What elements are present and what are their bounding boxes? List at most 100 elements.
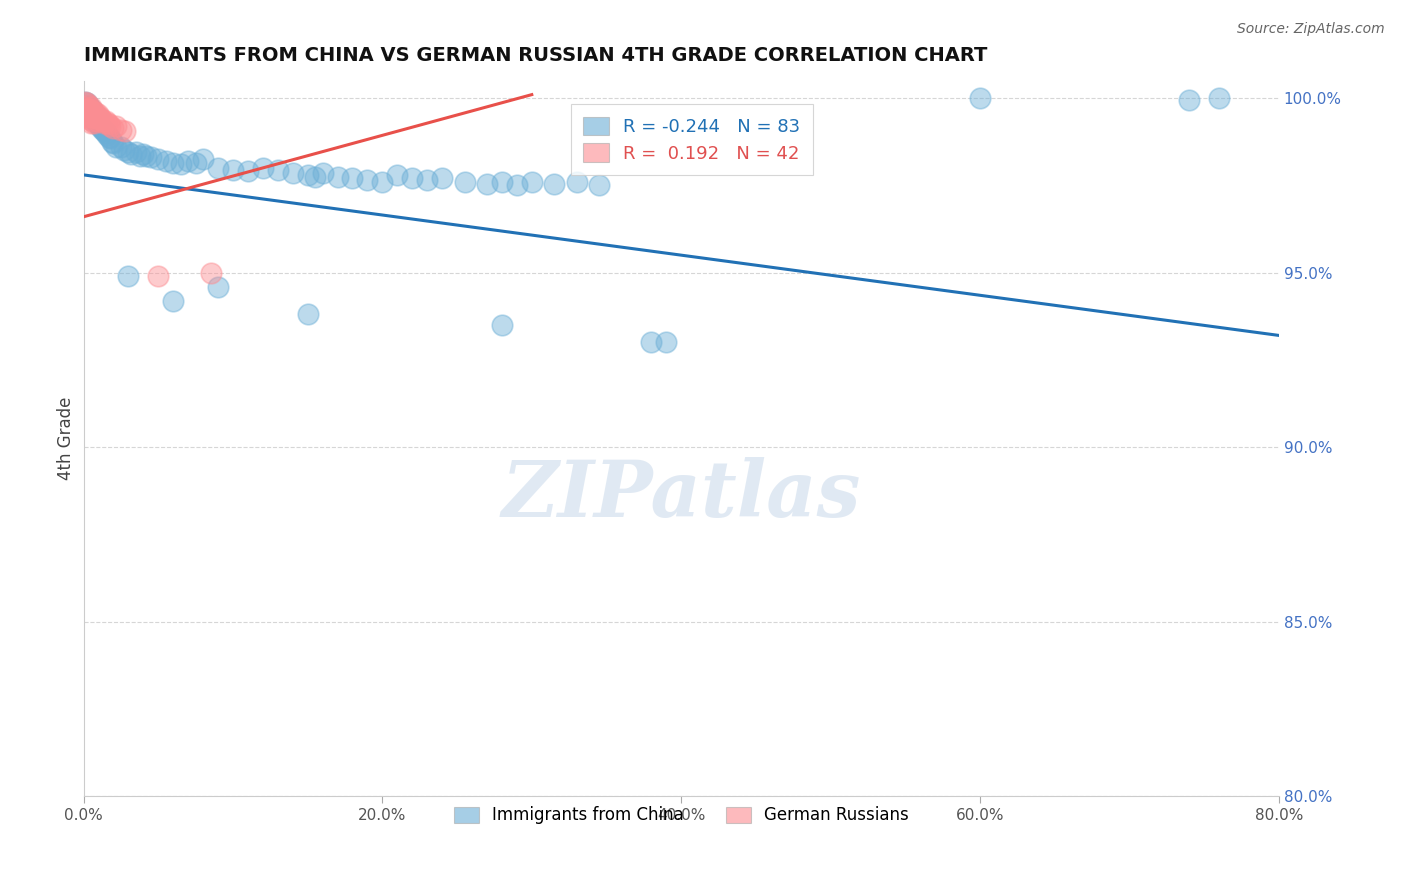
Point <box>252 161 274 175</box>
Point <box>79 107 101 121</box>
Point <box>82 111 104 125</box>
Point <box>82 103 104 118</box>
Point <box>148 152 170 166</box>
Point <box>491 175 513 189</box>
Point <box>155 153 177 168</box>
Point <box>117 145 139 160</box>
Point <box>236 164 259 178</box>
Point <box>79 112 101 126</box>
Point <box>169 157 191 171</box>
Point <box>103 120 125 135</box>
Point <box>80 115 103 129</box>
Point <box>200 266 222 280</box>
Point <box>177 153 200 168</box>
Point <box>207 161 229 175</box>
Point <box>82 113 104 128</box>
Point <box>491 318 513 332</box>
Point <box>1208 91 1230 105</box>
Point <box>588 178 610 193</box>
Point <box>125 145 148 160</box>
Point <box>80 105 103 120</box>
Point <box>506 178 529 193</box>
Point <box>132 147 155 161</box>
Point <box>80 102 103 116</box>
Point <box>105 119 128 133</box>
Point <box>84 113 107 128</box>
Point <box>401 171 423 186</box>
Point <box>297 168 319 182</box>
Point <box>297 308 319 322</box>
Point <box>97 129 120 144</box>
Point <box>87 107 110 121</box>
Point <box>76 96 98 111</box>
Point <box>86 112 108 126</box>
Point <box>222 162 245 177</box>
Point <box>84 105 107 120</box>
Point <box>387 168 409 182</box>
Point <box>430 171 453 186</box>
Point <box>76 105 98 120</box>
Point <box>94 113 117 128</box>
Point <box>89 111 111 125</box>
Point <box>97 117 120 131</box>
Point <box>80 109 103 123</box>
Point <box>162 155 184 169</box>
Point <box>191 152 214 166</box>
Point <box>86 113 108 128</box>
Point <box>83 109 105 123</box>
Point <box>148 269 170 284</box>
Point <box>86 115 108 129</box>
Point <box>96 128 118 142</box>
Point <box>565 175 588 189</box>
Point <box>82 103 104 118</box>
Point <box>89 119 111 133</box>
Point <box>84 111 107 125</box>
Point <box>83 115 105 129</box>
Point <box>162 293 184 308</box>
Point <box>453 175 475 189</box>
Text: Source: ZipAtlas.com: Source: ZipAtlas.com <box>1237 22 1385 37</box>
Point <box>139 151 162 165</box>
Point <box>96 115 118 129</box>
Point <box>969 91 991 105</box>
Point <box>73 95 96 109</box>
Point <box>640 335 662 350</box>
Point <box>93 115 115 129</box>
Point <box>79 103 101 118</box>
Point <box>184 155 207 169</box>
Point <box>77 102 100 116</box>
Point <box>80 111 103 125</box>
Point <box>76 102 98 116</box>
Text: ZIPatlas: ZIPatlas <box>502 458 860 533</box>
Point <box>80 105 103 120</box>
Point <box>93 124 115 138</box>
Point <box>77 98 100 112</box>
Point <box>267 162 290 177</box>
Point <box>73 100 96 114</box>
Point <box>87 111 110 125</box>
Point <box>356 173 378 187</box>
Point <box>77 98 100 112</box>
Point <box>94 126 117 140</box>
Point <box>103 136 125 151</box>
Point <box>76 96 98 111</box>
Point <box>100 131 122 145</box>
Point <box>90 120 112 135</box>
Point <box>91 113 114 128</box>
Point <box>87 112 110 126</box>
Point <box>79 107 101 121</box>
Point <box>129 149 152 163</box>
Point <box>76 100 98 114</box>
Point <box>90 112 112 126</box>
Point <box>105 140 128 154</box>
Point <box>117 269 139 284</box>
Point <box>77 103 100 118</box>
Point <box>655 335 678 350</box>
Point <box>80 100 103 114</box>
Point <box>83 112 105 126</box>
Point <box>110 122 132 136</box>
Point <box>135 149 157 163</box>
Point <box>110 140 132 154</box>
Point <box>112 144 135 158</box>
Point <box>87 117 110 131</box>
